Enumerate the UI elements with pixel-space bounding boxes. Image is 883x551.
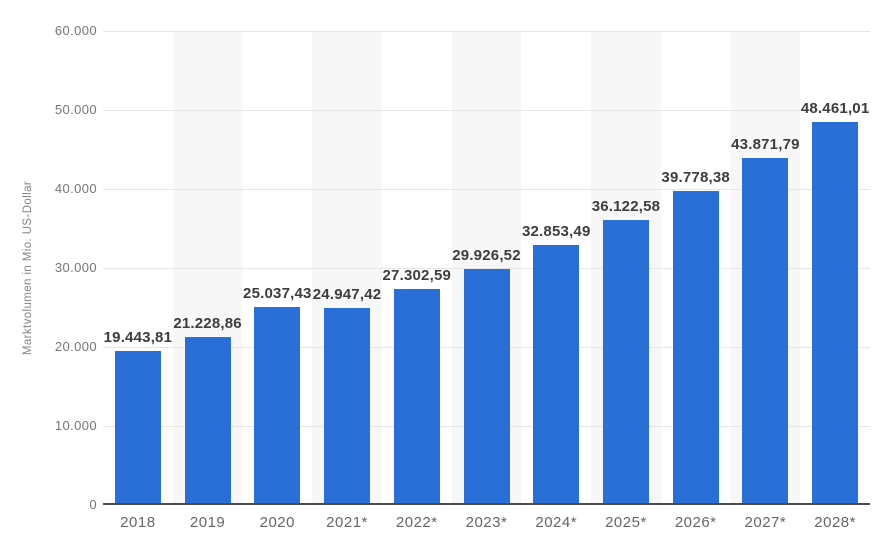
x-axis-line [103, 503, 870, 505]
x-axis: 2018 2019 2020 2021* 2022* 2023* 2024* 2025* 202… [103, 514, 870, 540]
bar-2027[interactable] [742, 158, 789, 505]
y-tick-label: 0 [89, 497, 97, 512]
grid-line [103, 268, 870, 269]
plot-area: 19.443,81 21.228,86 25.037,43 24.947,42 27.3… [103, 31, 870, 505]
y-tick-label: 40.000 [54, 181, 97, 196]
bar-value-label: 32.853,49 [521, 223, 591, 241]
bar-2026[interactable] [672, 190, 719, 505]
y-tick-label: 10.000 [54, 418, 97, 433]
x-tick-label: 2026* [674, 514, 717, 531]
bar-2018[interactable] [114, 351, 161, 505]
y-tick-label: 50.000 [54, 102, 97, 117]
x-tick-label: 2020 [259, 514, 295, 531]
bar-2020[interactable] [254, 307, 301, 505]
bar-value-label: 48.461,01 [800, 100, 870, 118]
y-tick-label: 60.000 [54, 23, 97, 38]
bar-value-label: 36.122,58 [591, 197, 661, 215]
bar-2025[interactable] [602, 219, 649, 505]
bar-2024[interactable] [533, 245, 580, 505]
x-tick-label: 2024* [535, 514, 578, 531]
bar-value-label: 43.871,79 [731, 136, 800, 154]
x-tick-label: 2019 [189, 514, 226, 531]
bar-value-label: 24.947,42 [312, 285, 382, 303]
bar-value-label: 27.302,59 [382, 267, 452, 285]
x-tick-label: 2028* [814, 514, 856, 531]
bar-2028[interactable] [812, 122, 859, 505]
x-tick-label: 2018 [120, 514, 156, 531]
bar-2021[interactable] [324, 307, 371, 505]
grid-line [103, 189, 870, 190]
y-tick-label: 30.000 [54, 260, 97, 275]
x-tick-label: 2022* [395, 514, 438, 531]
grid-line [103, 110, 870, 111]
bar-value-label: 39.778,38 [661, 168, 730, 186]
y-axis: 0 10.000 20.000 30.000 40.000 50.000 60.000 [0, 23, 97, 512]
y-tick-label: 20.000 [54, 339, 97, 354]
x-tick-label: 2025* [605, 514, 647, 531]
x-tick-label: 2027* [744, 514, 787, 531]
bar-value-label: 29.926,52 [452, 246, 521, 264]
bar-value-label: 19.443,81 [103, 329, 173, 347]
x-tick-label: 2023* [465, 514, 508, 531]
x-tick-label: 2021* [326, 514, 368, 531]
bar-value-label: 21.228,86 [173, 315, 242, 333]
bar-2023[interactable] [463, 268, 510, 505]
bar-2019[interactable] [184, 337, 231, 505]
bar-2022[interactable] [393, 289, 440, 505]
bar-value-label: 25.037,43 [243, 285, 312, 303]
grid-line [103, 31, 870, 32]
